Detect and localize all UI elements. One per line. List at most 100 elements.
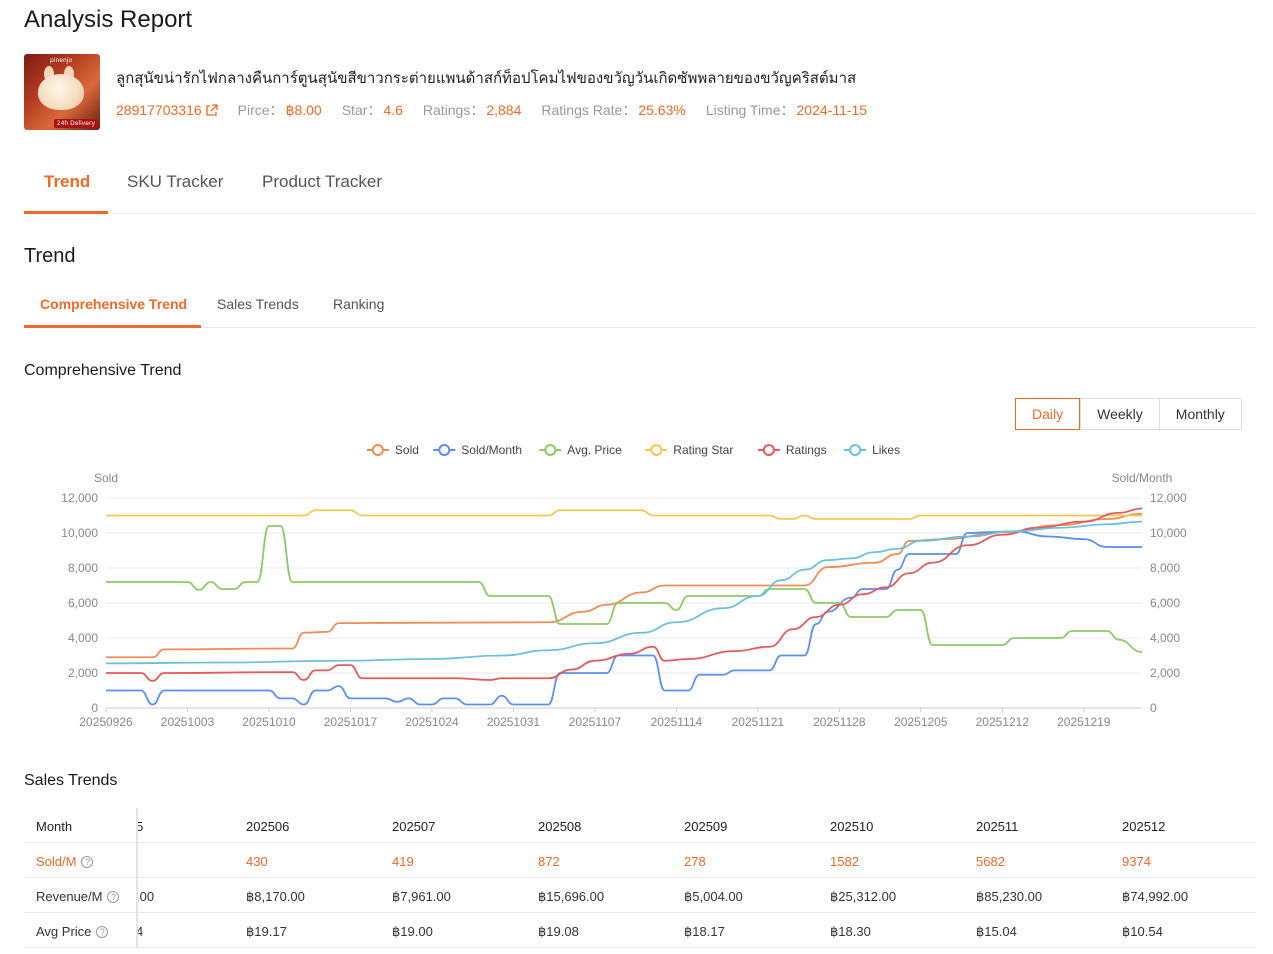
x-tick-label: 20251003: [161, 715, 215, 729]
row-label: Revenue/M?: [36, 889, 120, 904]
table-row-sold-month: Sold/M? 430 419 872 278 1582 5682 9374: [24, 843, 1256, 878]
legend-marker-icon: [438, 444, 451, 456]
x-tick-label: 20251212: [976, 715, 1030, 729]
legend-item-label[interactable]: Sold: [395, 443, 419, 457]
page-title: Analysis Report: [24, 6, 193, 33]
y-axis-title-left: Sold: [94, 471, 118, 485]
table-cell: ฿8,170.00: [246, 889, 305, 904]
ratings-value: 2,884: [486, 102, 522, 118]
legend-item-label[interactable]: Likes: [872, 443, 900, 457]
active-tab-indicator: [24, 211, 108, 214]
ratings-label: Ratings：: [422, 102, 485, 118]
help-question-icon[interactable]: ?: [81, 855, 94, 868]
x-tick-label: 20251121: [732, 715, 785, 729]
sales-trends-title: Sales Trends: [24, 772, 118, 789]
tab-trend[interactable]: Trend: [44, 172, 91, 191]
period-daily-button[interactable]: Daily: [1015, 398, 1081, 430]
y-tick-label-right: 4,000: [1150, 631, 1180, 645]
external-link-icon: [206, 103, 218, 116]
price-value: ฿8.00: [285, 101, 322, 118]
table-row-revenue-month: Revenue/M? .00 ฿8,170.00 ฿7,961.00 ฿15,6…: [24, 878, 1256, 913]
table-cell: 5682: [976, 854, 1005, 869]
month-header-label: Month: [36, 819, 73, 834]
product-meta: 28917703316 Pirce： ฿8.00 Star： 4.6 Ratin…: [116, 100, 887, 120]
table-row-avg-price: Avg Price? 4 ฿19.17 ฿19.00 ฿19.08 ฿18.17…: [24, 913, 1256, 948]
row-label: Avg Price?: [36, 924, 109, 939]
y-tick-label-left: 6,000: [68, 596, 98, 610]
period-toggle: Daily Weekly Monthly: [1015, 398, 1242, 430]
table-cell: ฿18.30: [830, 924, 871, 939]
legend-item-label[interactable]: Avg. Price: [567, 443, 622, 457]
star-label: Star：: [341, 102, 382, 118]
legend-marker-icon: [371, 444, 384, 456]
help-question-icon[interactable]: ?: [96, 925, 109, 938]
row-label: Sold/M?: [36, 854, 94, 869]
x-tick-label: 20250926: [79, 715, 133, 729]
table-cell: 419: [392, 854, 414, 869]
table-cell: ฿19.00: [392, 924, 433, 939]
trend-section-title: Trend: [24, 245, 76, 267]
x-tick-label: 20251114: [651, 715, 703, 729]
subtab-sales-trends[interactable]: Sales Trends: [217, 296, 299, 312]
table-cell: ฿85,230.00: [976, 889, 1043, 904]
main-tabs: Trend SKU Tracker Product Tracker: [24, 150, 1256, 214]
ratings-rate-label: Ratings Rate：: [541, 102, 637, 118]
thumb-ear-shape: [44, 66, 54, 82]
y-tick-label-right: 8,000: [1150, 561, 1180, 575]
row-label-text: Sold/M: [36, 854, 77, 869]
product-summary: pinenjo 24h Delivery ลูกสุนัขน่ารักไฟกลา…: [24, 54, 1256, 130]
month-header-cell: 202508: [538, 819, 582, 834]
sales-trends-table: Month 5 202506 202507 202508 202509 2025…: [24, 808, 1256, 948]
tab-product-tracker[interactable]: Product Tracker: [262, 172, 382, 191]
help-question-icon[interactable]: ?: [107, 890, 120, 903]
table-cell: 872: [538, 854, 560, 869]
period-monthly-button[interactable]: Monthly: [1158, 399, 1241, 429]
subtab-ranking[interactable]: Ranking: [333, 296, 385, 312]
series-line-avg-price: [106, 525, 1143, 653]
y-tick-label-left: 2,000: [68, 666, 98, 680]
legend-item-label[interactable]: Sold/Month: [461, 443, 522, 457]
x-tick-label: 20251031: [487, 715, 541, 729]
y-tick-label-right: 10,000: [1150, 526, 1187, 540]
y-axis-title-right: Sold/Month: [1112, 471, 1173, 485]
table-cell: ฿10.54: [1122, 924, 1163, 939]
partial-cell: 4: [136, 924, 144, 939]
subtab-comprehensive-trend[interactable]: Comprehensive Trend: [40, 296, 188, 312]
thumb-brand-tag: pinenjo: [50, 57, 73, 64]
y-tick-label-right: 6,000: [1150, 596, 1180, 610]
partial-cell: .00: [136, 889, 155, 904]
thumb-ear-shape: [64, 66, 74, 82]
price-label: Pirce：: [237, 102, 284, 118]
comprehensive-trend-chart[interactable]: 0 0 2,000 2,000 4,000 4,000 6,000 6,000 8,000 8,0…: [0, 436, 1273, 732]
period-weekly-button[interactable]: Weekly: [1080, 399, 1159, 429]
row-label-text: Avg Price: [36, 924, 92, 939]
month-header-cell: 202511: [976, 819, 1019, 834]
product-thumbnail[interactable]: pinenjo 24h Delivery: [24, 54, 100, 130]
month-header-cell: 202506: [246, 819, 290, 834]
item-id: 28917703316: [116, 102, 202, 118]
table-cell: ฿15.04: [976, 924, 1017, 939]
y-tick-label-right: 2,000: [1150, 666, 1180, 680]
item-id-link[interactable]: 28917703316: [116, 102, 218, 118]
legend-item-label[interactable]: Ratings: [786, 443, 827, 457]
product-title[interactable]: ลูกสุนัขน่ารักไฟกลางคืนการ์ตูนสุนัขสีขาว…: [116, 69, 857, 87]
month-header-cell: 202510: [830, 819, 874, 834]
table-cell: ฿7,961.00: [392, 889, 451, 904]
y-tick-label-left: 12,000: [61, 491, 98, 505]
thumb-lamp-shape: [38, 74, 84, 110]
table-cell: ฿15,696.00: [538, 889, 605, 904]
month-header-cell: 202512: [1122, 819, 1166, 834]
month-header-cell: 202509: [684, 819, 728, 834]
legend-marker-icon: [762, 444, 775, 456]
x-tick-label: 20251017: [324, 715, 378, 729]
x-tick-label: 20251010: [242, 715, 296, 729]
tab-sku-tracker[interactable]: SKU Tracker: [127, 172, 224, 191]
series-line-sold-month: [105, 530, 1142, 706]
legend-marker-icon: [544, 444, 557, 456]
y-tick-label-left: 10,000: [61, 526, 98, 540]
legend-item-label[interactable]: Rating Star: [673, 443, 733, 457]
x-tick-label: 20251219: [1057, 715, 1111, 729]
listing-time-label: Listing Time：: [705, 102, 795, 118]
trend-sub-tabs: Comprehensive Trend Sales Trends Ranking: [24, 282, 1256, 328]
table-cell: ฿19.17: [246, 924, 287, 939]
